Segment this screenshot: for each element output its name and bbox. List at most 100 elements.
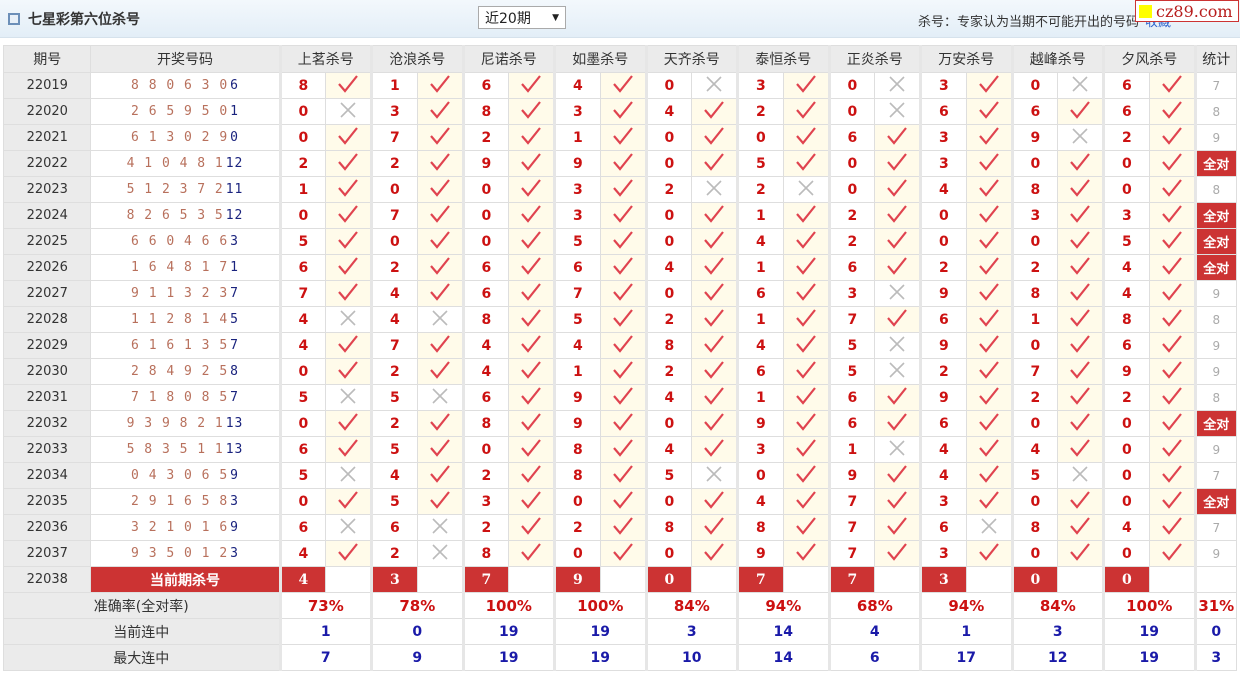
cross-icon: [889, 75, 905, 92]
kill-number: 1: [736, 202, 784, 229]
check-icon: [612, 464, 633, 483]
check-icon: [978, 412, 999, 431]
hit-mark: [1057, 358, 1105, 385]
current-kill-number: 7: [736, 566, 784, 593]
check-icon: [338, 230, 359, 249]
issue-cell: 22022: [2, 150, 92, 177]
empty-cell: [599, 566, 647, 593]
period-select[interactable]: 近20期 ▼: [478, 6, 566, 29]
hit-mark: [325, 228, 373, 255]
hit-mark: [599, 358, 647, 385]
hit-mark: [1057, 306, 1105, 333]
current-row: 22038 当前期杀号 4 3 7 9 0 7 7 3 0 0: [2, 566, 1238, 593]
issue-cell: 22025: [2, 228, 92, 255]
check-icon: [1161, 490, 1182, 509]
stat-cell: 9: [1193, 124, 1238, 151]
hit-mark: [416, 488, 464, 515]
current-streak-value: 14: [736, 618, 830, 645]
kill-number: 5: [370, 384, 418, 411]
hit-mark: [965, 254, 1013, 281]
max-streak-value: 9: [370, 644, 464, 671]
check-icon: [612, 438, 633, 457]
check-icon: [795, 464, 816, 483]
draw-last: 3: [230, 234, 239, 249]
kill-number: 3: [919, 488, 967, 515]
header-draw: 开奖号码: [90, 45, 281, 73]
check-icon: [795, 100, 816, 119]
check-icon: [978, 204, 999, 223]
check-icon: [338, 490, 359, 509]
hit-mark: [691, 488, 739, 515]
hit-mark: [874, 540, 922, 567]
check-icon: [795, 308, 816, 327]
kill-number: 1: [370, 72, 418, 99]
miss-mark: [325, 384, 373, 411]
hit-mark: [691, 280, 739, 307]
stat-cell: 全对: [1193, 254, 1238, 281]
kill-number: 7: [370, 202, 418, 229]
check-icon: [1070, 282, 1091, 301]
kill-number: 2: [1010, 384, 1059, 411]
check-icon: [612, 74, 633, 93]
kill-number: 0: [1102, 436, 1150, 463]
check-icon: [338, 438, 359, 457]
check-icon: [521, 412, 542, 431]
hit-mark: [965, 228, 1013, 255]
kill-number: 0: [919, 202, 967, 229]
hit-mark: [691, 332, 739, 359]
kill-number: 9: [553, 410, 601, 437]
table-row: 22022 4 1 0 4 8 1 12 2 2 9 9 0 5 0 3 0 0 全对: [2, 150, 1238, 177]
hit-mark: [508, 202, 556, 229]
hit-mark: [1148, 332, 1196, 359]
draw-last: 12: [225, 156, 244, 171]
hit-mark: [874, 514, 922, 541]
hit-mark: [1148, 540, 1196, 567]
max-streak-label: 最大连中: [3, 644, 281, 671]
kill-number: 8: [461, 98, 510, 125]
current-kill-number: 7: [827, 566, 876, 593]
hit-mark: [599, 202, 647, 229]
hit-mark: [508, 228, 556, 255]
hit-mark: [508, 514, 556, 541]
kill-number: 1: [1010, 306, 1059, 333]
empty-cell: [1148, 566, 1196, 593]
check-icon: [704, 126, 725, 145]
hit-mark: [416, 436, 464, 463]
hit-mark: [1057, 98, 1105, 125]
draw-numbers: 4 1 0 4 8 1 12: [90, 150, 281, 177]
check-icon: [521, 542, 542, 561]
kill-number: 6: [1102, 98, 1150, 125]
hit-mark: [1057, 410, 1105, 437]
hit-mark: [874, 202, 922, 229]
max-streak-total: 3: [1193, 644, 1238, 671]
hit-mark: [416, 228, 464, 255]
check-icon: [795, 204, 816, 223]
miss-mark: [1057, 72, 1105, 99]
check-icon: [338, 282, 359, 301]
check-icon: [978, 230, 999, 249]
hit-mark: [508, 410, 556, 437]
stat-cell: 8: [1193, 176, 1238, 203]
kill-number: 0: [278, 124, 327, 151]
check-icon: [978, 438, 999, 457]
kill-number: 4: [1010, 436, 1059, 463]
draw-last: 7: [230, 286, 239, 301]
kill-number: 4: [553, 332, 601, 359]
kill-number: 3: [827, 280, 876, 307]
cross-icon: [1072, 75, 1088, 92]
check-icon: [978, 152, 999, 171]
kill-number: 3: [1010, 202, 1059, 229]
cross-icon: [981, 517, 997, 534]
kill-number: 6: [1102, 72, 1150, 99]
check-icon: [1161, 386, 1182, 405]
header-expert: 万安杀号: [919, 45, 1013, 73]
cross-icon: [432, 387, 448, 404]
kill-number: 6: [278, 436, 327, 463]
miss-mark: [691, 72, 739, 99]
hit-mark: [599, 306, 647, 333]
